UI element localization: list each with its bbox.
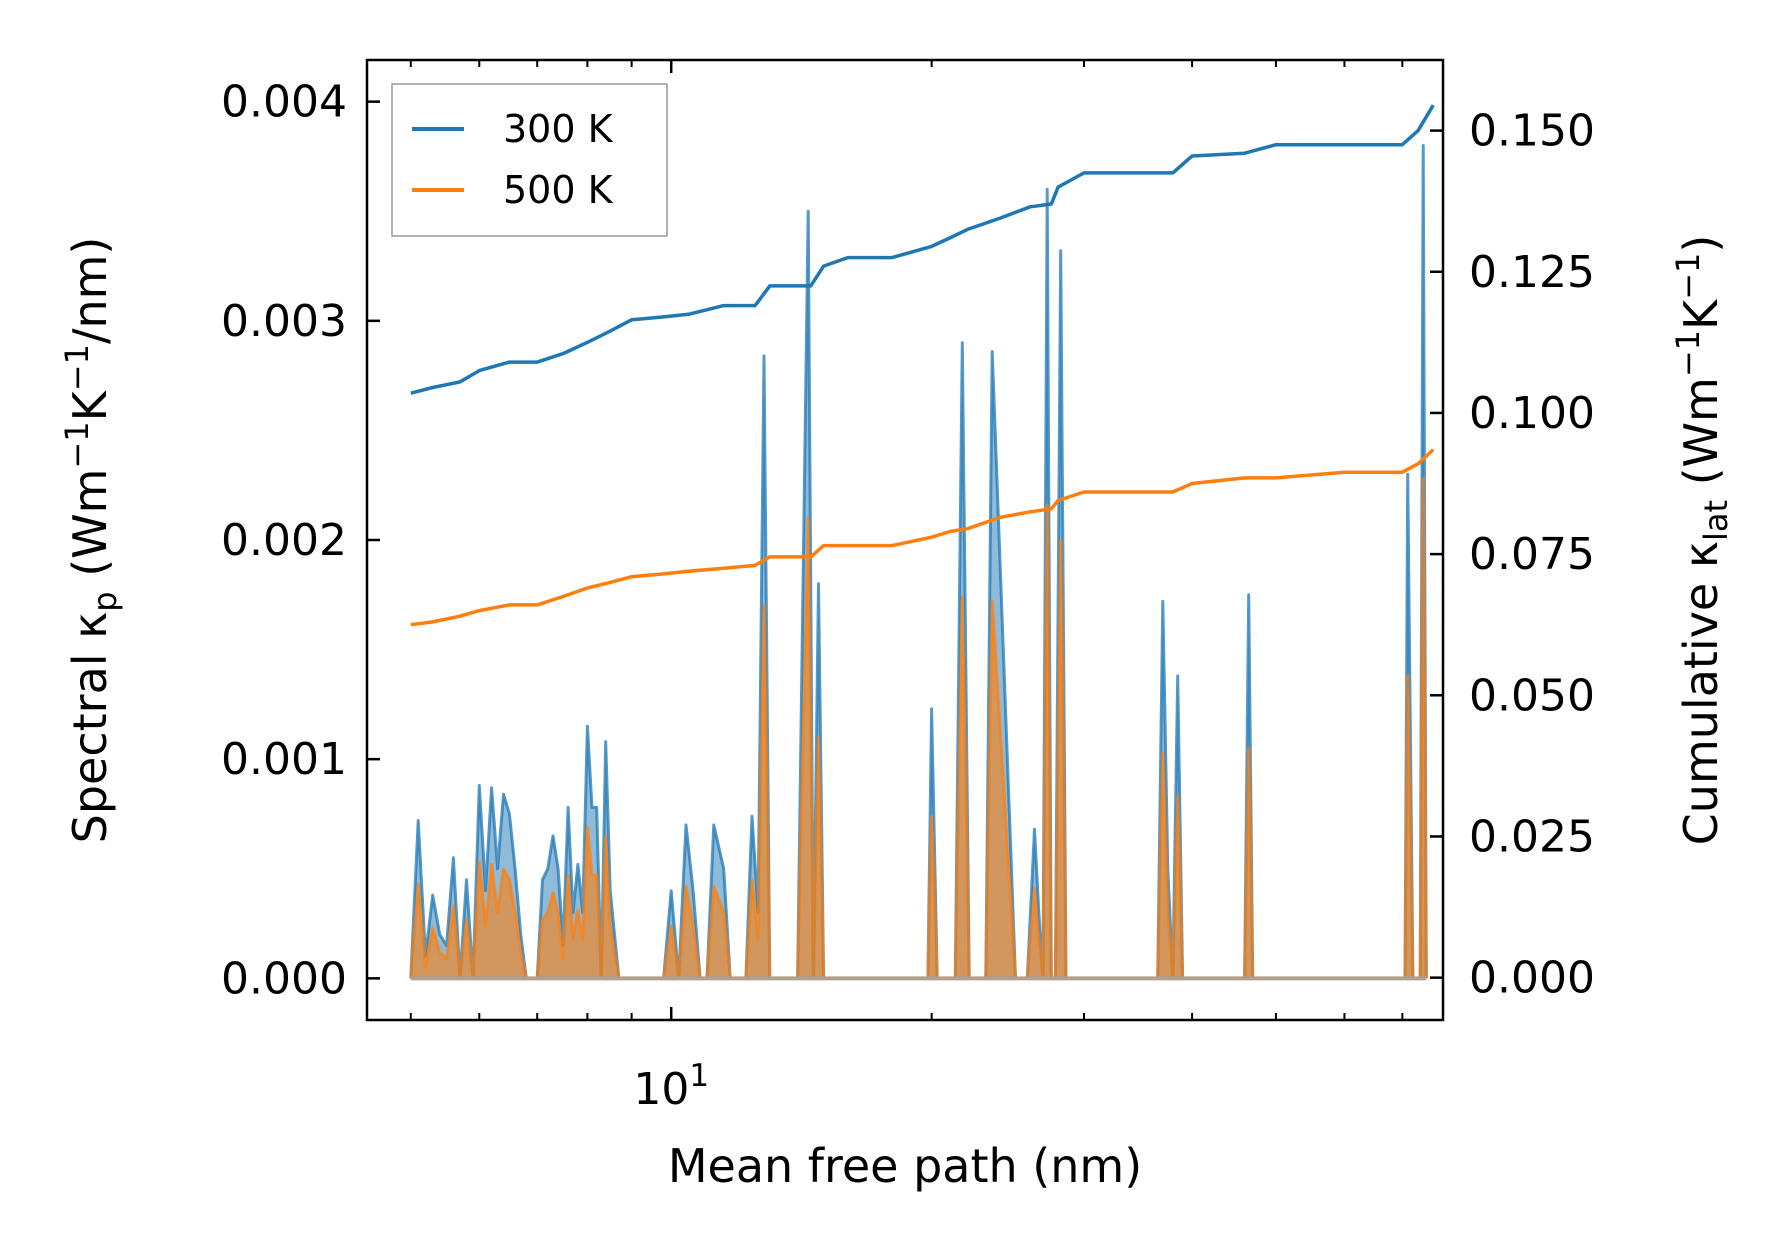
axes: 101 0.000 0.001 0.002 0.003 0.004 0.000 0.025 0.… [221,58,1595,1115]
legend-label-500k: 500 K [503,168,614,212]
plot-series-group [409,104,1435,981]
y-axis-left-title: Spectral κp (Wm−1K−1/nm) [58,237,124,844]
cumulative-line-500k [410,448,1435,627]
x-axis-title: Mean free path (nm) [668,1139,1142,1193]
legend-box [391,83,668,237]
x-tick-label: 101 [633,1058,709,1115]
y-left-tick-label: 0.004 [221,77,347,128]
legend: 300 K 500 K [391,83,668,237]
y-right-tick-label: 0.075 [1469,529,1595,580]
y-right-tick-label: 0.000 [1469,953,1595,1004]
y-left-tick-label: 0.002 [221,515,347,566]
y-right-tick-label: 0.050 [1469,670,1595,721]
plot-area [409,104,1435,981]
y-left-tick-label: 0.000 [221,953,347,1004]
y-right-tick-label: 0.150 [1469,106,1595,157]
cumulative-line-300k [410,104,1435,395]
y-left-tick-label: 0.003 [221,296,347,347]
y-left-tick-label: 0.001 [221,734,347,785]
y-right-tick-label: 0.125 [1469,247,1595,298]
y-right-tick-label: 0.025 [1469,811,1595,862]
y-axis-right-title: Cumulative κlat (Wm−1K−1) [1669,235,1735,846]
y-right-tick-label: 0.100 [1469,388,1595,439]
spectral-fill-500k [410,478,1427,979]
legend-label-300k: 300 K [503,107,614,151]
